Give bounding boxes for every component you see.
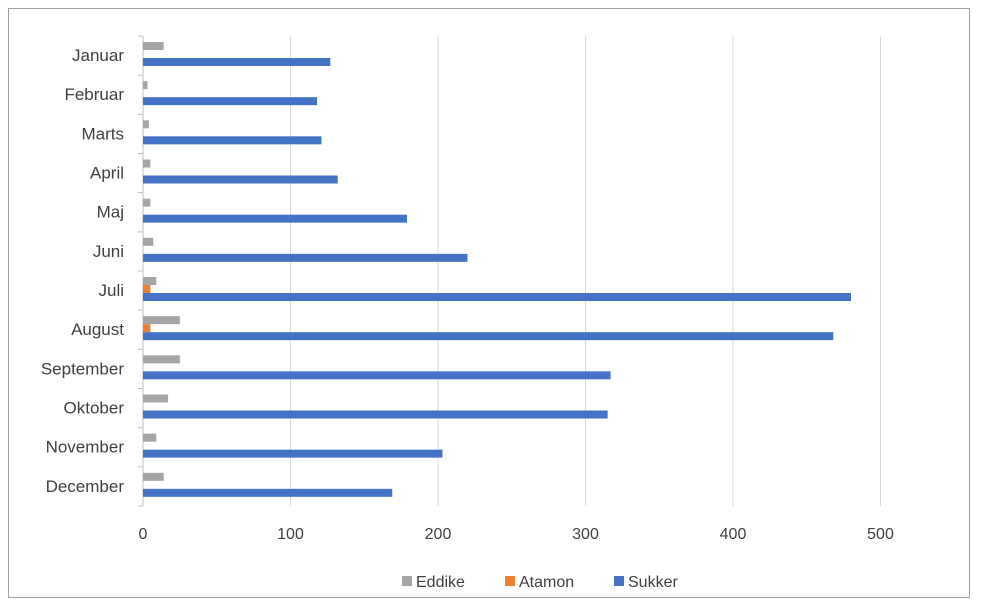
- x-tick-label: 400: [720, 526, 747, 543]
- legend-swatch: [505, 576, 515, 586]
- category-label: Januar: [72, 46, 124, 65]
- x-tick-label: 0: [139, 526, 148, 543]
- bar-atamon: [143, 285, 151, 293]
- category-label: Marts: [82, 124, 125, 143]
- bar-eddike: [143, 472, 164, 481]
- legend-swatch: [402, 576, 412, 586]
- bar-sukker: [143, 175, 338, 184]
- bar-sukker: [143, 97, 318, 106]
- bar-eddike: [143, 316, 180, 325]
- bar-sukker: [143, 136, 322, 145]
- x-tick-label: 200: [425, 526, 452, 543]
- category-label: April: [90, 164, 124, 183]
- bar-sukker: [143, 332, 834, 341]
- category-label: August: [71, 320, 124, 339]
- bar-atamon: [143, 324, 151, 333]
- bar-sukker: [143, 371, 611, 380]
- chart-frame: [8, 8, 970, 598]
- legend-swatch: [614, 576, 624, 586]
- bar-eddike: [143, 81, 148, 90]
- category-label: September: [41, 359, 124, 378]
- bar-eddike: [143, 355, 180, 364]
- category-label: Juli: [98, 281, 124, 300]
- bar-sukker: [143, 253, 468, 262]
- category-label: Oktober: [64, 399, 125, 418]
- x-tick-label: 300: [572, 526, 599, 543]
- x-tick-label: 100: [277, 526, 304, 543]
- bar-eddike: [143, 42, 164, 50]
- legend-label: Eddike: [416, 574, 465, 591]
- bar-sukker: [143, 58, 331, 66]
- bar-sukker: [143, 214, 408, 223]
- bar-eddike: [143, 433, 157, 442]
- category-label: Maj: [97, 203, 124, 222]
- bar-sukker: [143, 410, 608, 419]
- legend-label: Sukker: [628, 574, 678, 591]
- category-label: November: [46, 438, 125, 457]
- bar-eddike: [143, 120, 149, 129]
- legend-label: Atamon: [519, 574, 574, 591]
- category-label: December: [46, 477, 125, 496]
- x-tick-label: 500: [867, 526, 894, 543]
- category-label: Juni: [93, 242, 124, 261]
- bar-sukker: [143, 488, 393, 497]
- bar-eddike: [143, 159, 151, 168]
- bar-eddike: [143, 237, 154, 246]
- bar-eddike: [143, 198, 151, 207]
- bar-sukker: [143, 293, 851, 301]
- bar-eddike: [143, 277, 157, 285]
- bar-sukker: [143, 449, 443, 458]
- bar-eddike: [143, 394, 169, 403]
- category-label: Februar: [64, 85, 124, 104]
